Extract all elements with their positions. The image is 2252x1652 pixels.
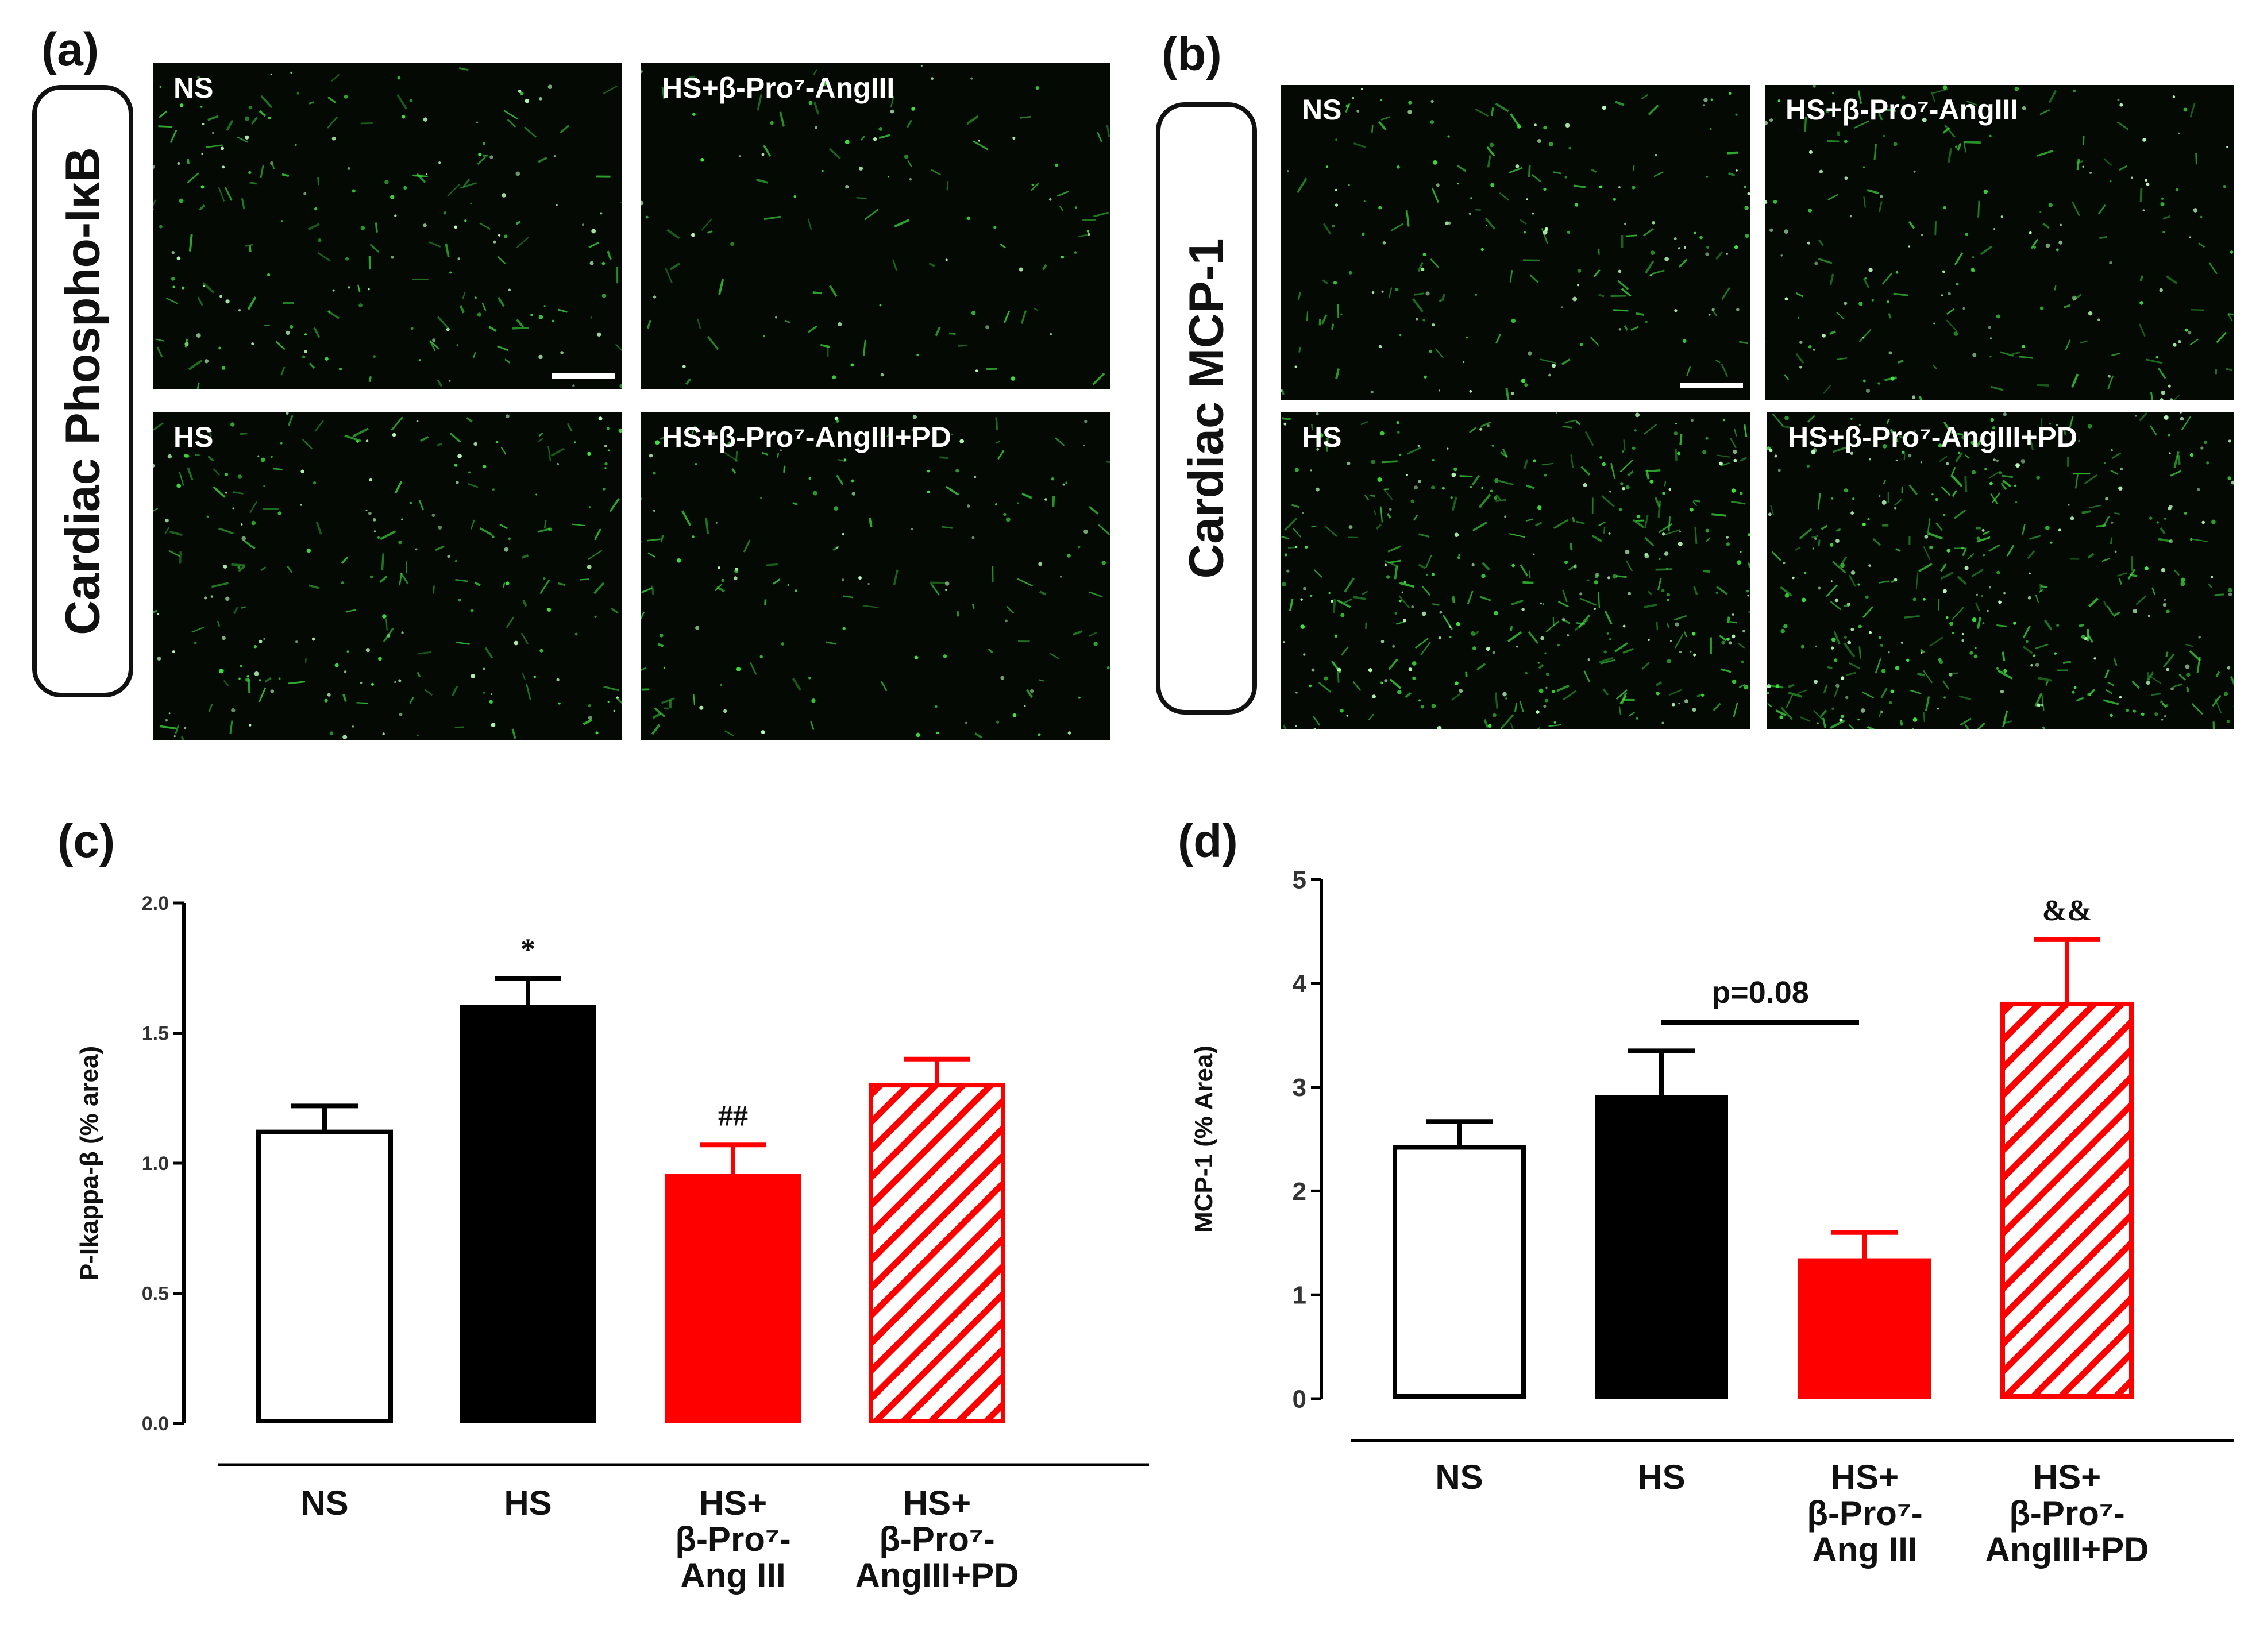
significance-marker: && <box>2042 894 2092 927</box>
panel-label-a: (a) <box>41 24 99 76</box>
micrograph-label: NS <box>173 72 214 104</box>
x-category-label-line: Ang III <box>680 1556 786 1595</box>
micrograph-a-hs-pro7: HS+β-Pro⁷-AngIII <box>641 63 1110 389</box>
fluorescence-texture <box>153 412 622 740</box>
fluorescence-texture <box>1281 412 1750 729</box>
x-category-label-line: HS+ <box>1830 1458 1899 1496</box>
x-category-label-line: AngIII+PD <box>1985 1530 2149 1569</box>
micrograph-label: HS+β-Pro⁷-AngIII+PD <box>1788 421 2077 453</box>
micrograph-label: HS <box>173 421 214 453</box>
micrograph-label: NS <box>1302 94 1342 126</box>
significance-marker: ## <box>718 1099 748 1132</box>
micrograph-label: HS <box>1302 421 1342 453</box>
y-tick-label: 2 <box>1293 1178 1306 1206</box>
bar <box>1595 1095 1728 1399</box>
y-tick-label: 0.5 <box>142 1283 169 1304</box>
scale-bar <box>552 373 615 379</box>
x-category-label-line: HS <box>1637 1458 1686 1496</box>
x-category-label-line: HS+ <box>699 1484 768 1522</box>
micrograph-b-hs-pro7: HS+β-Pro⁷-AngIII <box>1765 85 2234 400</box>
bar <box>460 1005 596 1423</box>
side-label-b: Cardiac MCP-1 <box>1156 102 1257 715</box>
panel-label-d: (d) <box>1178 815 1238 867</box>
micrograph-a-hs-pro7-pd: HS+β-Pro⁷-AngIII+PD <box>641 412 1110 740</box>
bar <box>665 1174 801 1424</box>
y-tick-label: 1.0 <box>142 1153 169 1175</box>
micrograph-a-ns: NS <box>153 63 622 389</box>
x-category-label-line: β-Pro⁷- <box>879 1520 995 1558</box>
bar <box>1393 1145 1526 1399</box>
x-category-label: HS <box>1637 1459 1685 1495</box>
micrograph-b-hs: HS <box>1281 412 1750 729</box>
x-category-label: HS+ β-Pro⁷- Ang III <box>675 1485 790 1593</box>
x-category-label-line: NS <box>1435 1458 1483 1496</box>
x-category-label-line: Ang III <box>1812 1530 1918 1569</box>
y-tick-label: 1 <box>1293 1282 1306 1310</box>
y-tick-label: 1.5 <box>142 1022 169 1044</box>
x-category-label-line: HS+ <box>903 1484 971 1522</box>
y-tick-label: 4 <box>1293 970 1307 998</box>
bar <box>869 1083 1005 1423</box>
fluorescence-texture <box>641 65 1110 385</box>
side-label-a: Cardiac Phospho-IκB <box>32 85 133 697</box>
significance-marker: * <box>520 933 535 966</box>
y-tick-label: 2.0 <box>142 893 169 914</box>
micrograph-label: HS+β-Pro⁷-AngIII+PD <box>662 421 951 453</box>
chart-d: 0 1 2 3 4 5 MCP-1 (% Area) && p=0.08 <box>1190 866 2234 1442</box>
bar <box>2000 1001 2134 1399</box>
fluorescence-texture <box>1767 412 2234 729</box>
chart-c: 0.0 0.5 1.0 1.5 2.0 P-Ikappa-β (% area) * ## <box>75 893 1149 1466</box>
x-category-label: HS+ β-Pro⁷- AngIII+PD <box>855 1485 1019 1593</box>
x-category-label-line: β-Pro⁷- <box>675 1520 791 1558</box>
x-category-label: NS <box>1435 1459 1483 1495</box>
x-category-label-line: β-Pro⁷- <box>1807 1494 1923 1533</box>
x-category-label-line: AngIII+PD <box>855 1556 1019 1595</box>
y-tick-label: 0.0 <box>142 1413 169 1435</box>
y-axis-label: P-Ikappa-β (% area) <box>75 1046 103 1280</box>
y-tick-label: 5 <box>1293 866 1306 894</box>
bar <box>1798 1258 1931 1399</box>
fluorescence-texture <box>153 67 622 389</box>
panel-label-c: (c) <box>57 815 115 867</box>
micrograph-b-hs-pro7-pd: HS+β-Pro⁷-AngIII+PD <box>1767 412 2234 729</box>
micrograph-label: HS+β-Pro⁷-AngIII <box>662 72 895 104</box>
fluorescence-texture <box>1765 85 2234 400</box>
y-tick-label: 3 <box>1293 1074 1306 1102</box>
micrograph-label: HS+β-Pro⁷-AngIII <box>1786 94 2019 126</box>
x-category-label: HS <box>504 1485 552 1521</box>
x-category-label-line: β-Pro⁷- <box>2009 1494 2125 1533</box>
x-category-label-line: HS <box>504 1484 552 1522</box>
comparison-label: p=0.08 <box>1711 975 1809 1010</box>
micrograph-a-hs: HS <box>153 412 622 740</box>
x-category-label: HS+ β-Pro⁷- AngIII+PD <box>1985 1459 2149 1568</box>
x-category-label-line: NS <box>300 1484 349 1522</box>
y-tick-label: 0 <box>1293 1385 1306 1413</box>
panel-label-b: (b) <box>1162 28 1222 80</box>
x-category-label: HS+ β-Pro⁷- Ang III <box>1807 1459 1922 1568</box>
fluorescence-texture <box>1281 88 1750 400</box>
x-category-label-line: HS+ <box>2033 1458 2101 1496</box>
x-category-label: NS <box>300 1485 348 1521</box>
fluorescence-texture <box>641 415 1110 739</box>
scale-bar <box>1680 383 1743 388</box>
micrograph-b-ns: NS <box>1281 85 1750 400</box>
bar <box>256 1129 393 1423</box>
y-axis-label: MCP-1 (% Area) <box>1190 1045 1218 1233</box>
